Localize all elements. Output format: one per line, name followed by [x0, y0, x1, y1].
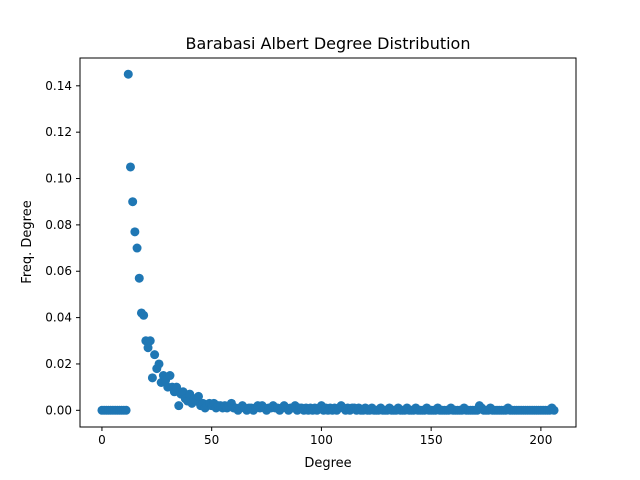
x-tick-label: 150	[420, 433, 443, 447]
y-tick-label: 0.12	[45, 125, 72, 139]
y-tick-label: 0.00	[45, 403, 72, 417]
data-point	[165, 371, 175, 381]
y-tick-label: 0.08	[45, 218, 72, 232]
y-axis-ticks: 0.00 0.02 0.04 0.06 0.08 0.10 0.12 0.14	[45, 79, 80, 417]
y-tick-label: 0.02	[45, 357, 72, 371]
data-point	[128, 197, 138, 207]
y-tick-label: 0.04	[45, 311, 72, 325]
data-point	[172, 382, 182, 392]
y-tick-label: 0.06	[45, 264, 72, 278]
data-point	[121, 405, 131, 415]
data-point	[154, 359, 164, 369]
data-point	[139, 310, 149, 320]
data-points	[97, 69, 559, 415]
data-point	[134, 273, 144, 283]
x-tick-label: 0	[98, 433, 106, 447]
x-axis-label: Degree	[304, 456, 351, 471]
y-axis-label: Freq. Degree	[20, 200, 35, 283]
x-tick-label: 200	[529, 433, 552, 447]
data-point	[147, 373, 157, 383]
y-tick-label: 0.10	[45, 172, 72, 186]
data-point	[174, 401, 184, 411]
data-point	[143, 343, 153, 353]
x-tick-label: 50	[204, 433, 219, 447]
data-point	[123, 69, 133, 79]
data-point	[130, 227, 140, 237]
data-point	[549, 405, 559, 415]
data-point	[194, 391, 204, 401]
x-axis-ticks: 0 50 100 150 200	[98, 427, 552, 447]
chart-title: Barabasi Albert Degree Distribution	[186, 34, 471, 53]
plot-frame	[79, 57, 577, 428]
y-tick-label: 0.14	[45, 79, 72, 93]
data-point	[125, 162, 135, 172]
data-point	[132, 243, 142, 253]
x-tick-label: 100	[310, 433, 333, 447]
data-point	[150, 350, 160, 360]
data-point	[145, 336, 155, 346]
